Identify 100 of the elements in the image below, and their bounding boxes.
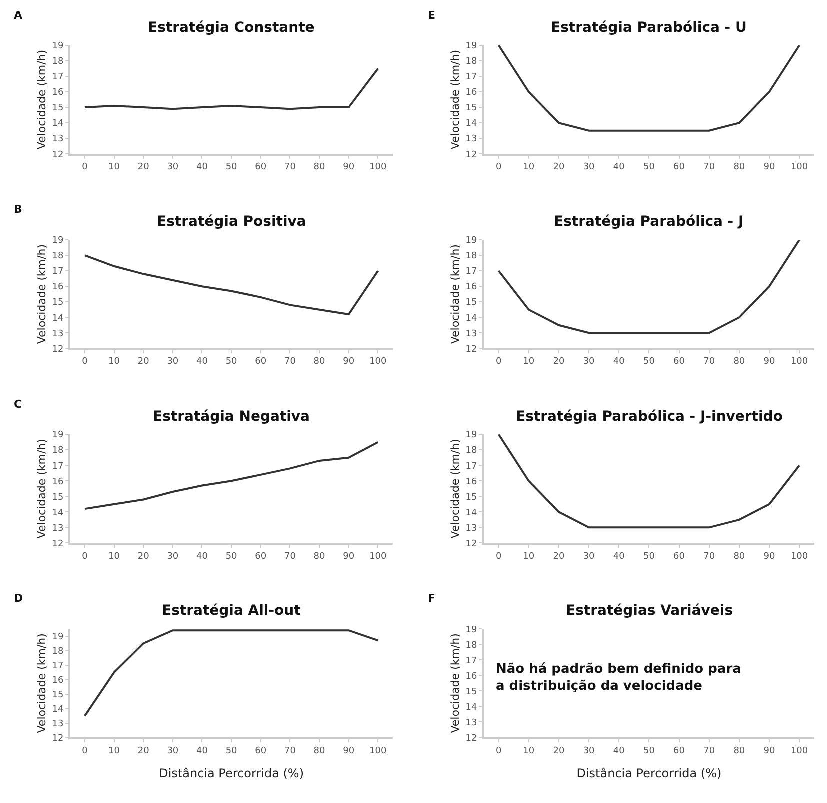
x-tick-label: 100 [790,746,808,756]
y-tick-label: 16 [466,282,478,293]
y-tick-label: 19 [52,430,64,441]
x-tick-label: 10 [523,746,535,756]
text: C [14,398,22,411]
x-tick-label: 30 [167,552,179,562]
line-series [84,630,380,718]
y-axis-title: Velocidade (km/h) [35,244,48,344]
x-tick-label: 80 [314,357,326,368]
x-tick-label: 10 [108,162,120,173]
x-tick-label: 30 [583,552,596,562]
line-series [84,441,380,510]
y-tick-label: 15 [466,104,478,114]
text: A [14,9,23,22]
x-tick-label: 70 [284,746,296,756]
y-tick-label: 17 [466,72,478,83]
x-tick-label: 10 [523,552,535,562]
x-tick-label: 100 [790,162,808,173]
y-tick-label: 16 [466,477,478,488]
y-tick-label: 14 [52,314,64,324]
y-axis-title: Velocidade (km/h) [448,439,462,539]
x-tick-label: 90 [343,746,355,756]
y-tick-label: 15 [466,492,478,503]
x-tick-label: 90 [343,357,355,368]
x-tick-label: 40 [196,162,208,173]
y-tick-label: 18 [466,640,478,651]
x-tick-label: 0 [82,357,88,368]
x-tick-label: 90 [764,357,776,368]
y-tick-label: 17 [52,462,64,472]
x-tick-label: 40 [613,162,626,173]
y-tick-label: 15 [466,687,478,698]
x-tick-label: 10 [108,552,120,562]
x-tick-label: 20 [138,162,150,173]
x-tick-label: 100 [370,746,388,756]
y-axis-title: Velocidade (km/h) [448,50,462,150]
x-tick-label: 50 [226,552,238,562]
y-tick-label: 16 [52,88,64,98]
x-tick-label: 40 [196,746,208,756]
y-tick-label: 12 [466,344,478,355]
y-tick-label: 18 [466,252,478,262]
x-axis-title: Distância Percorrida (%) [576,766,722,781]
x-tick-label: 70 [704,552,716,562]
x-tick-label: 80 [734,357,746,368]
x-tick-label: 100 [790,552,808,562]
chart-title: Estratégia Parabólica - J [554,214,744,230]
x-tick-label: 70 [284,357,296,368]
x-tick-label: 90 [343,162,355,173]
text: E [428,9,436,22]
y-tick-label: 19 [466,236,478,246]
y-tick-label: 13 [52,719,64,730]
y-tick-label: 15 [466,298,478,308]
y-tick-label: 18 [52,252,64,262]
x-tick-label: 60 [674,746,686,756]
y-tick-label: 16 [52,676,64,686]
x-tick-label: 60 [674,552,686,562]
chart-title: Estratágia Negativa [153,409,310,425]
x-tick-label: 0 [496,162,502,173]
y-tick-label: 12 [52,539,64,550]
chart-title: Estratégia Constante [148,20,315,36]
x-tick-label: 100 [370,162,388,173]
y-tick-label: 13 [466,718,478,728]
y-tick-label: 14 [466,508,478,518]
x-tick-label: 50 [643,552,656,562]
chart-title: Estratégia Positiva [157,214,306,230]
y-tick-label: 19 [466,625,478,636]
x-tick-label: 80 [314,552,326,562]
chart-title: Estratégia All-out [162,603,302,619]
y-tick-label: 13 [52,329,64,340]
y-tick-label: 16 [466,672,478,682]
y-tick-label: 14 [52,119,64,130]
x-tick-label: 50 [643,162,656,173]
y-tick-label: 14 [466,314,478,324]
x-tick-label: 0 [496,746,502,756]
y-tick-label: 16 [466,88,478,98]
x-tick-label: 60 [674,162,686,173]
x-tick-label: 30 [583,357,596,368]
x-tick-label: 50 [643,357,656,368]
y-tick-label: 12 [52,344,64,355]
y-tick-label: 18 [52,446,64,456]
x-tick-label: 10 [108,357,120,368]
y-tick-label: 15 [52,690,64,700]
y-axis-title: Velocidade (km/h) [448,634,462,734]
text: B [14,203,22,216]
x-tick-label: 20 [553,746,565,756]
x-tick-label: 50 [643,746,656,756]
text: D [14,592,24,605]
y-tick-label: 18 [52,57,64,68]
y-tick-label: 13 [466,524,478,534]
line-series [498,434,801,529]
x-tick-label: 30 [167,746,179,756]
y-tick-label: 14 [52,704,64,715]
x-tick-label: 20 [138,552,150,562]
y-tick-label: 17 [466,267,478,278]
x-tick-label: 60 [255,552,267,562]
line-series [84,68,380,110]
y-tick-label: 12 [466,150,478,160]
y-tick-label: 14 [466,119,478,130]
x-tick-label: 100 [370,357,388,368]
x-tick-label: 80 [734,552,746,562]
x-tick-label: 70 [704,357,716,368]
